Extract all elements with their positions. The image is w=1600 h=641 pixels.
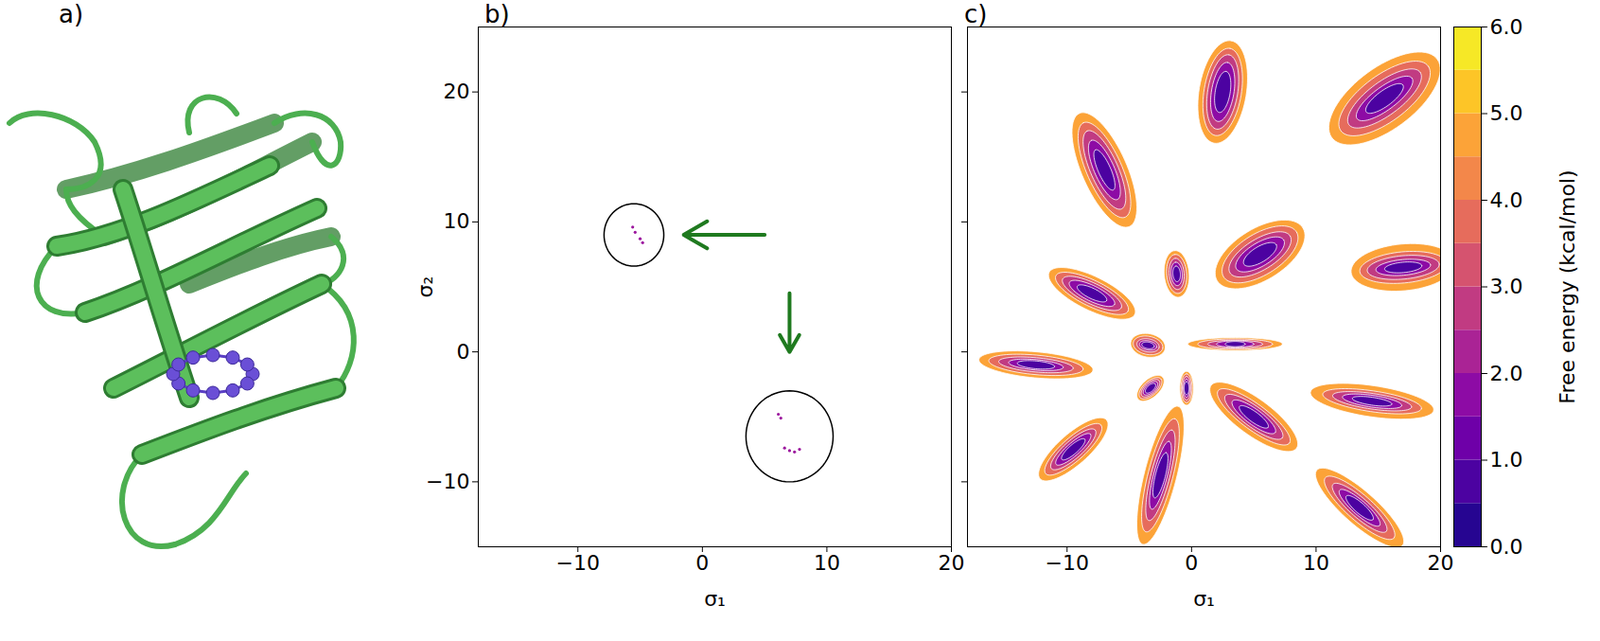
svg-text:σ₂: σ₂ bbox=[413, 276, 438, 299]
html-text:a): a) bbox=[58, 0, 84, 29]
svg-text:10: 10 bbox=[813, 550, 841, 575]
svg-text:3.0: 3.0 bbox=[1490, 274, 1524, 299]
html-text:b): b) bbox=[484, 0, 510, 29]
svg-text:−10: −10 bbox=[556, 550, 600, 575]
svg-text:6.0: 6.0 bbox=[1490, 15, 1524, 39]
svg-text:10: 10 bbox=[1302, 550, 1330, 575]
svg-text:σ₁: σ₁ bbox=[1193, 586, 1215, 611]
svg-text:σ₁: σ₁ bbox=[703, 586, 726, 611]
svg-text:−10: −10 bbox=[425, 469, 470, 493]
svg-text:1.0: 1.0 bbox=[1490, 447, 1524, 472]
svg-text:10: 10 bbox=[443, 209, 471, 233]
svg-text:2.0: 2.0 bbox=[1490, 361, 1524, 386]
svg-text:5.0: 5.0 bbox=[1490, 101, 1524, 125]
svg-text:Free energy (kcal/mol): Free energy (kcal/mol) bbox=[1555, 169, 1580, 404]
html-text:c): c) bbox=[964, 0, 988, 29]
svg-text:0: 0 bbox=[1184, 550, 1198, 575]
svg-text:0: 0 bbox=[457, 339, 471, 364]
svg-text:−10: −10 bbox=[1045, 550, 1090, 575]
svg-text:20: 20 bbox=[938, 550, 966, 575]
svg-text:20: 20 bbox=[443, 79, 471, 104]
svg-text:4.0: 4.0 bbox=[1490, 188, 1524, 212]
svg-text:0.0: 0.0 bbox=[1490, 534, 1524, 559]
svg-text:0: 0 bbox=[695, 550, 709, 575]
svg-text:20: 20 bbox=[1427, 550, 1455, 575]
